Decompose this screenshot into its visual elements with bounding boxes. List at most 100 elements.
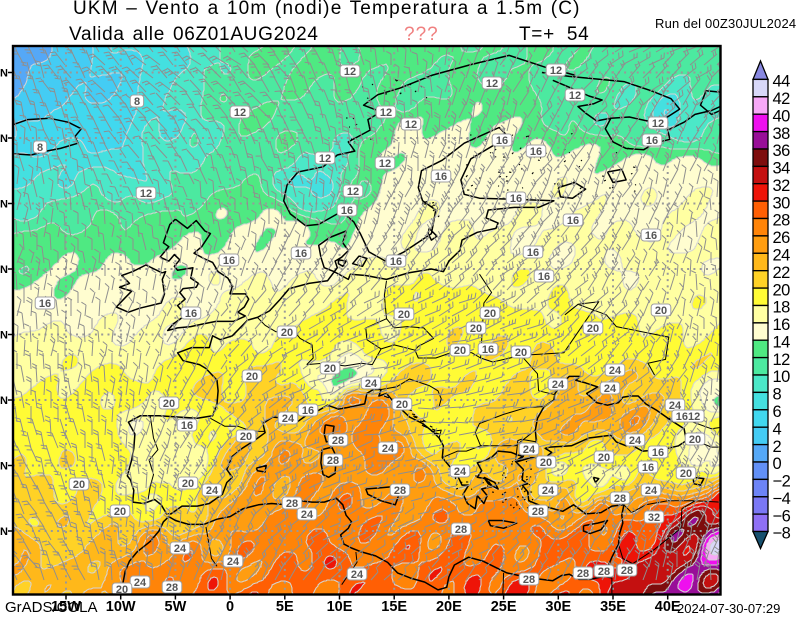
- svg-text:30E: 30E: [545, 599, 571, 615]
- svg-text:N: N: [0, 199, 8, 211]
- svg-text:10W: 10W: [106, 599, 136, 615]
- svg-text:0: 0: [226, 599, 234, 615]
- svg-text:15W: 15W: [51, 599, 81, 615]
- svg-text:16: 16: [185, 308, 197, 320]
- svg-text:N: N: [0, 68, 8, 80]
- svg-text:32: 32: [648, 512, 660, 524]
- svg-text:6: 6: [773, 403, 782, 421]
- svg-text:24: 24: [382, 443, 395, 455]
- svg-text:24: 24: [301, 509, 314, 521]
- svg-text:22: 22: [773, 264, 791, 282]
- svg-text:−8: −8: [773, 525, 791, 543]
- svg-text:14: 14: [773, 333, 791, 351]
- svg-text:16: 16: [482, 344, 494, 356]
- svg-text:20: 20: [470, 323, 482, 335]
- svg-text:20: 20: [773, 281, 791, 299]
- svg-text:15E: 15E: [381, 599, 407, 615]
- svg-text:28: 28: [577, 568, 589, 580]
- svg-text:26: 26: [773, 229, 791, 247]
- svg-text:16: 16: [642, 462, 654, 474]
- svg-text:12: 12: [379, 158, 391, 170]
- svg-text:28: 28: [455, 524, 467, 536]
- svg-text:16: 16: [496, 135, 508, 147]
- svg-text:1612: 1612: [676, 411, 700, 423]
- svg-text:16: 16: [645, 230, 657, 242]
- svg-text:20: 20: [246, 371, 258, 383]
- svg-text:28: 28: [532, 506, 544, 518]
- svg-text:12: 12: [569, 90, 581, 102]
- svg-text:20: 20: [680, 468, 692, 480]
- svg-text:35E: 35E: [600, 599, 626, 615]
- svg-text:12: 12: [344, 66, 356, 78]
- svg-text:24: 24: [174, 543, 187, 555]
- svg-text:20: 20: [116, 584, 128, 596]
- svg-text:44: 44: [773, 73, 791, 91]
- svg-text:2: 2: [773, 438, 782, 456]
- svg-text:24: 24: [542, 485, 555, 497]
- svg-text:20: 20: [182, 478, 194, 490]
- svg-text:12: 12: [773, 351, 791, 369]
- svg-text:28: 28: [523, 574, 535, 586]
- svg-text:8: 8: [773, 386, 782, 404]
- svg-text:10: 10: [773, 368, 791, 386]
- svg-text:24: 24: [351, 569, 364, 581]
- svg-text:16: 16: [181, 420, 193, 432]
- svg-text:24: 24: [523, 444, 536, 456]
- svg-text:20: 20: [398, 309, 410, 321]
- svg-text:N: N: [0, 133, 8, 145]
- svg-text:0: 0: [773, 455, 782, 473]
- svg-text:16: 16: [510, 193, 522, 205]
- svg-text:20: 20: [598, 452, 610, 464]
- svg-text:40E: 40E: [655, 599, 681, 615]
- svg-text:20: 20: [587, 323, 599, 335]
- svg-text:−6: −6: [773, 507, 791, 525]
- svg-text:16: 16: [652, 447, 664, 459]
- svg-text:5W: 5W: [165, 599, 187, 615]
- svg-text:40: 40: [773, 107, 791, 125]
- svg-text:32: 32: [773, 177, 791, 195]
- svg-text:20: 20: [454, 345, 466, 357]
- svg-text:12: 12: [140, 188, 152, 200]
- svg-text:28: 28: [327, 455, 339, 467]
- svg-text:12: 12: [319, 153, 331, 165]
- svg-text:12: 12: [652, 118, 664, 130]
- svg-text:20: 20: [484, 308, 496, 320]
- svg-text:N: N: [0, 264, 8, 276]
- svg-text:16: 16: [223, 255, 235, 267]
- svg-text:N: N: [0, 461, 8, 473]
- svg-text:28: 28: [394, 485, 406, 497]
- svg-text:−2: −2: [773, 473, 791, 491]
- svg-text:12: 12: [380, 107, 392, 119]
- svg-text:16: 16: [773, 316, 791, 334]
- svg-text:30: 30: [773, 194, 791, 212]
- svg-text:16: 16: [295, 248, 307, 260]
- svg-text:24: 24: [604, 383, 617, 395]
- svg-text:−4: −4: [773, 490, 791, 508]
- svg-text:16: 16: [390, 256, 402, 268]
- svg-text:12: 12: [486, 78, 498, 90]
- svg-text:36: 36: [773, 142, 791, 160]
- svg-text:12: 12: [347, 186, 359, 198]
- svg-text:20: 20: [114, 506, 126, 518]
- svg-text:16: 16: [646, 135, 658, 147]
- svg-text:24: 24: [454, 466, 467, 478]
- svg-text:8: 8: [134, 96, 140, 108]
- svg-text:16: 16: [435, 171, 447, 183]
- svg-text:5E: 5E: [276, 599, 294, 615]
- svg-text:20: 20: [396, 399, 408, 411]
- svg-text:20: 20: [689, 434, 701, 446]
- svg-text:24: 24: [365, 378, 378, 390]
- svg-text:16: 16: [527, 247, 539, 259]
- svg-text:24: 24: [134, 577, 147, 589]
- svg-text:20: 20: [324, 363, 336, 375]
- svg-text:20: 20: [655, 305, 667, 317]
- svg-text:16: 16: [567, 215, 579, 227]
- svg-text:12: 12: [550, 65, 562, 77]
- svg-text:28: 28: [332, 435, 344, 447]
- svg-text:24: 24: [609, 365, 622, 377]
- svg-text:34: 34: [773, 160, 791, 178]
- svg-text:4: 4: [773, 420, 782, 438]
- svg-text:28: 28: [286, 498, 298, 510]
- svg-text:24: 24: [552, 379, 565, 391]
- svg-text:16: 16: [538, 271, 550, 283]
